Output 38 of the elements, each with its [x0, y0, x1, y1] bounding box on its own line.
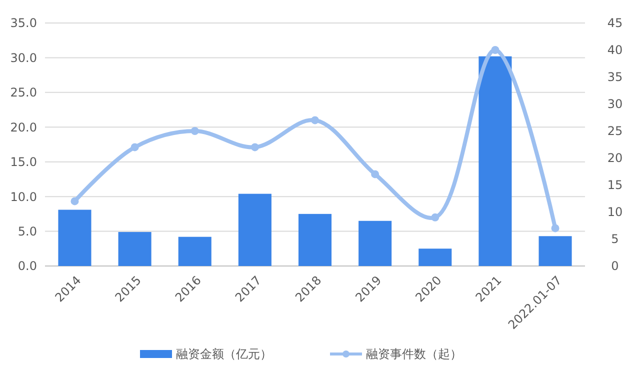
bar: [538, 236, 572, 266]
y2-tick-label: 20: [607, 151, 623, 166]
y2-tick-label: 5: [611, 232, 619, 246]
point: [371, 170, 380, 178]
bar: [418, 248, 452, 266]
y-tick-label: 5.0: [18, 224, 37, 238]
y-tick-label: 0.0: [18, 259, 37, 274]
y2-tick-label: 35: [607, 70, 623, 84]
bar: [298, 214, 332, 266]
y-tick-label: 10.0: [10, 190, 37, 204]
point: [250, 143, 259, 152]
point: [70, 197, 79, 206]
y-tick-label: 20.0: [10, 120, 37, 134]
bar: [478, 56, 512, 266]
y-tick-label: 15.0: [10, 155, 37, 170]
legend-label: 融资事件数（起）: [366, 347, 462, 362]
legend-label: 融资金额（亿元）: [176, 347, 272, 362]
y2-tick-label: 25: [607, 124, 623, 138]
y2-tick-label: 0: [611, 259, 619, 274]
point: [491, 46, 500, 54]
point: [130, 143, 139, 152]
point: [311, 116, 319, 124]
bar: [358, 220, 392, 266]
y2-tick-label: 15: [607, 178, 623, 192]
y2-tick-label: 10: [607, 205, 623, 220]
point: [431, 213, 440, 222]
y-tick-label: 25.0: [10, 86, 37, 100]
bar: [58, 210, 92, 266]
bar: [238, 194, 272, 266]
bar: [178, 236, 212, 266]
point: [551, 224, 560, 232]
point: [190, 127, 199, 135]
y2-tick-label: 30: [607, 97, 623, 112]
y2-tick-label: 40: [607, 43, 623, 58]
y-tick-label: 30.0: [10, 50, 37, 65]
y2-tick-label: 45: [607, 16, 623, 30]
y-tick-label: 35.0: [10, 16, 37, 30]
bar: [118, 232, 152, 266]
